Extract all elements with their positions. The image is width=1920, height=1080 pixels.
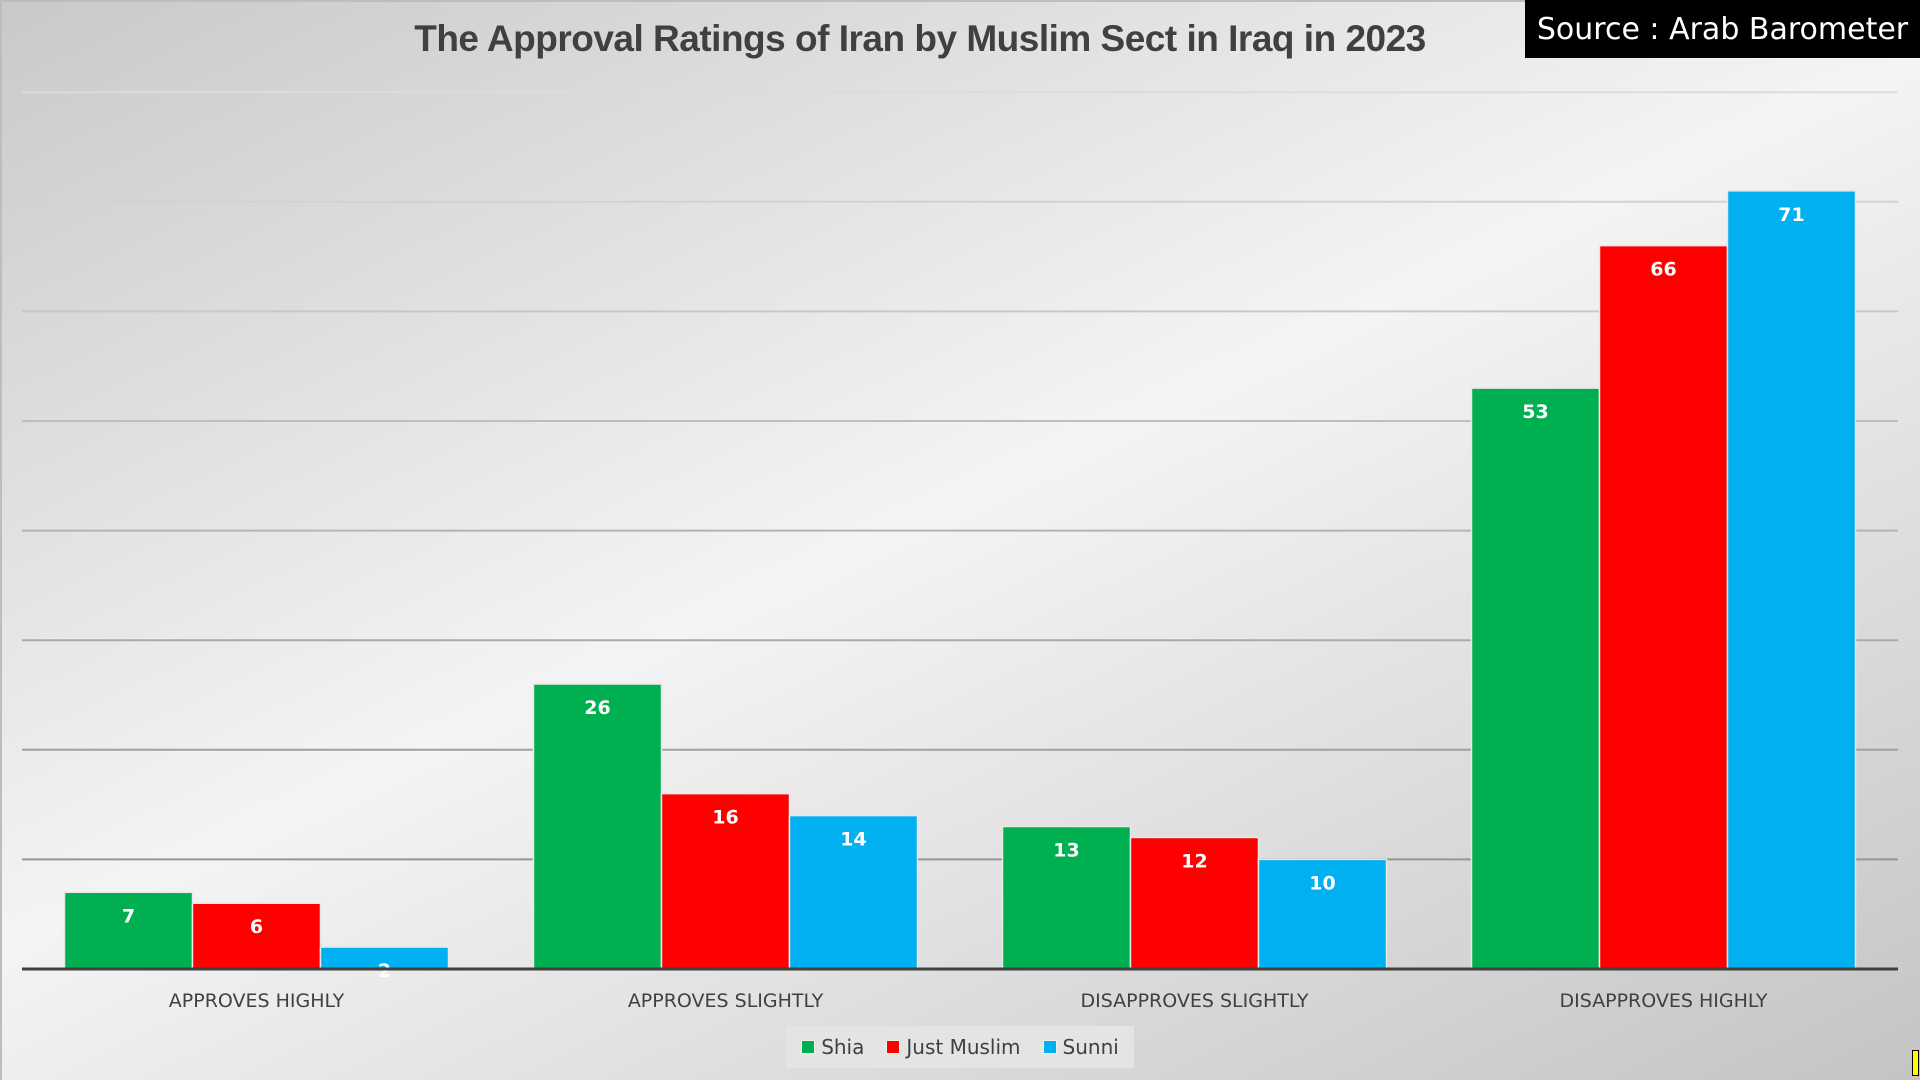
bar-shia bbox=[63, 891, 194, 970]
x-tick-label: DISAPPROVES HIGHLY bbox=[1559, 990, 1767, 1012]
data-label: 10 bbox=[1309, 872, 1335, 894]
data-label: 71 bbox=[1778, 204, 1804, 226]
legend-item: Sunni bbox=[1042, 1035, 1119, 1059]
legend-swatch bbox=[1042, 1040, 1057, 1054]
bar-just-muslim bbox=[660, 792, 791, 970]
data-label: 7 bbox=[122, 905, 135, 927]
data-label: 13 bbox=[1053, 840, 1079, 862]
legend-label: Shia bbox=[821, 1035, 865, 1059]
bar-shia bbox=[532, 683, 663, 970]
bar-just-muslim bbox=[1129, 836, 1260, 970]
data-label: 6 bbox=[250, 916, 263, 938]
x-tick-label: APPROVES HIGHLY bbox=[169, 990, 345, 1012]
bar-sunni bbox=[1726, 190, 1857, 970]
source-label: Source : Arab Barometer bbox=[1525, 0, 1920, 58]
data-label: 14 bbox=[840, 829, 866, 851]
data-label: 16 bbox=[712, 807, 738, 829]
bar-just-muslim bbox=[1598, 244, 1729, 970]
bar-sunni bbox=[1257, 858, 1388, 970]
legend-item: Shia bbox=[801, 1035, 864, 1059]
data-label: 2 bbox=[378, 960, 391, 982]
legend-swatch bbox=[886, 1040, 901, 1054]
yellow-marker bbox=[1912, 1050, 1919, 1076]
bar-shia bbox=[1470, 387, 1601, 970]
chart-legend: Shia Just Muslim Sunni bbox=[786, 1026, 1134, 1068]
legend-swatch bbox=[801, 1040, 816, 1054]
data-label: 53 bbox=[1522, 401, 1548, 423]
x-tick-label: APPROVES SLIGHTLY bbox=[628, 990, 824, 1012]
data-label: 66 bbox=[1650, 259, 1676, 281]
legend-label: Sunni bbox=[1062, 1035, 1119, 1059]
legend-label: Just Muslim bbox=[906, 1035, 1021, 1059]
data-label: 26 bbox=[584, 697, 610, 719]
x-tick-label: DISAPPROVES SLIGHTLY bbox=[1080, 990, 1308, 1012]
chart-title: The Approval Ratings of Iran by Muslim S… bbox=[414, 18, 1426, 59]
legend-item: Just Muslim bbox=[886, 1035, 1021, 1059]
data-label: 12 bbox=[1181, 850, 1207, 872]
